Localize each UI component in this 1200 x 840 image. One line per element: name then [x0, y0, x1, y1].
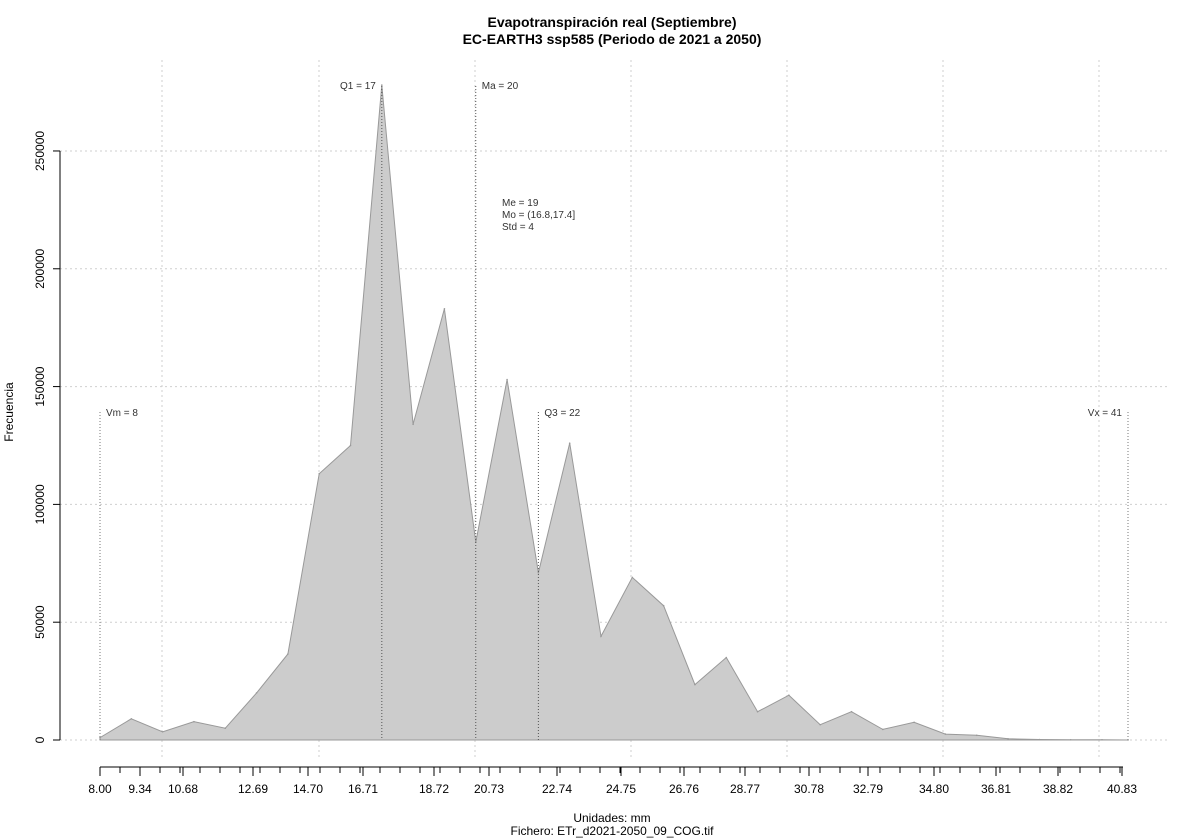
data-point [631, 576, 634, 579]
data-point [349, 444, 352, 447]
y-tick-label: 200000 [33, 248, 47, 288]
x-tick-label: 12.69 [238, 782, 268, 796]
x-tick-label: 16.71 [348, 782, 378, 796]
x-tick-label: 20.73 [474, 782, 504, 796]
x-tick-label: 30.78 [794, 782, 824, 796]
frequency-polygon [99, 84, 1129, 741]
data-point [224, 727, 227, 730]
data-point [1038, 738, 1041, 741]
data-point [788, 694, 790, 697]
data-point [130, 717, 133, 720]
x-tick-label: 26.76 [669, 782, 699, 796]
data-point [1007, 738, 1009, 740]
data-point [882, 728, 884, 731]
y-tick-label: 150000 [33, 366, 47, 406]
y-tick-label: 100000 [33, 484, 47, 524]
x-tick-label: 38.82 [1043, 782, 1073, 796]
data-point [600, 635, 602, 638]
data-point [568, 442, 571, 444]
data-point [819, 723, 821, 726]
data-point [537, 571, 540, 574]
stat-markers: Vm = 8 Q1 = 17 Ma = 20 Q3 = 22 Vx = 41 [99, 81, 1129, 740]
x-tick-label: 9.34 [128, 782, 152, 796]
data-point [1069, 738, 1072, 741]
x-tick-label: 40.83 [1107, 782, 1137, 796]
marker-label-vm: Vm = 8 [106, 408, 138, 419]
y-tick-label: 50000 [33, 605, 47, 639]
data-point [694, 683, 696, 686]
data-point [850, 710, 853, 713]
stat-line: Me = 19 [502, 198, 539, 209]
x-tick-label: 24.75 [606, 782, 636, 796]
data-point [287, 653, 289, 655]
stat-line: Std = 4 [502, 222, 534, 233]
data-point [506, 378, 508, 381]
frequency-area [99, 84, 1129, 741]
data-point [662, 604, 665, 607]
stat-line: Mo = (16.8,17.4] [502, 210, 575, 221]
x-axis-label: Unidades: mm [573, 811, 650, 825]
data-point [255, 692, 258, 694]
data-point [161, 730, 164, 733]
marker-label-ma: Ma = 20 [482, 81, 519, 92]
caption: Fichero: ETr_d2021-2050_09_COG.tif [511, 824, 715, 838]
x-tick-label: 18.72 [419, 782, 449, 796]
data-point [913, 721, 915, 724]
y-tick-label: 0 [33, 736, 47, 743]
chart-title: Evapotranspiración real (Septiembre) [488, 14, 737, 30]
y-axis-label: Frecuencia [2, 382, 16, 442]
data-point [412, 423, 414, 426]
x-tick-label: 8.00 [88, 782, 112, 796]
x-tick-label: 10.68 [168, 782, 198, 796]
data-point [193, 720, 195, 723]
marker-label-vx: Vx = 41 [1088, 408, 1123, 419]
x-tick-label: 14.70 [293, 782, 323, 796]
marker-label-q1: Q1 = 17 [340, 81, 376, 92]
x-tick-label: 22.74 [542, 782, 572, 796]
x-tick-label: 36.81 [981, 782, 1011, 796]
data-point [318, 472, 320, 475]
data-point [725, 656, 728, 659]
marker-label-q3: Q3 = 22 [544, 408, 580, 419]
chart-subtitle: EC-EARTH3 ssp585 (Periodo de 2021 a 2050… [463, 31, 762, 47]
y-tick-label: 250000 [33, 131, 47, 171]
data-point [381, 84, 383, 86]
data-point [975, 734, 978, 737]
data-point [1101, 738, 1103, 741]
data-point [443, 308, 446, 310]
x-tick-label: 32.79 [853, 782, 883, 796]
data-point [944, 733, 947, 735]
x-tick-label: 34.80 [919, 782, 949, 796]
data-point [99, 736, 101, 739]
x-tick-label: 28.77 [730, 782, 760, 796]
data-point [756, 710, 759, 713]
axes: 0 50000 100000 150000 200000 250000 8.00 9.34 10… [33, 131, 1137, 796]
grid [60, 60, 1170, 760]
